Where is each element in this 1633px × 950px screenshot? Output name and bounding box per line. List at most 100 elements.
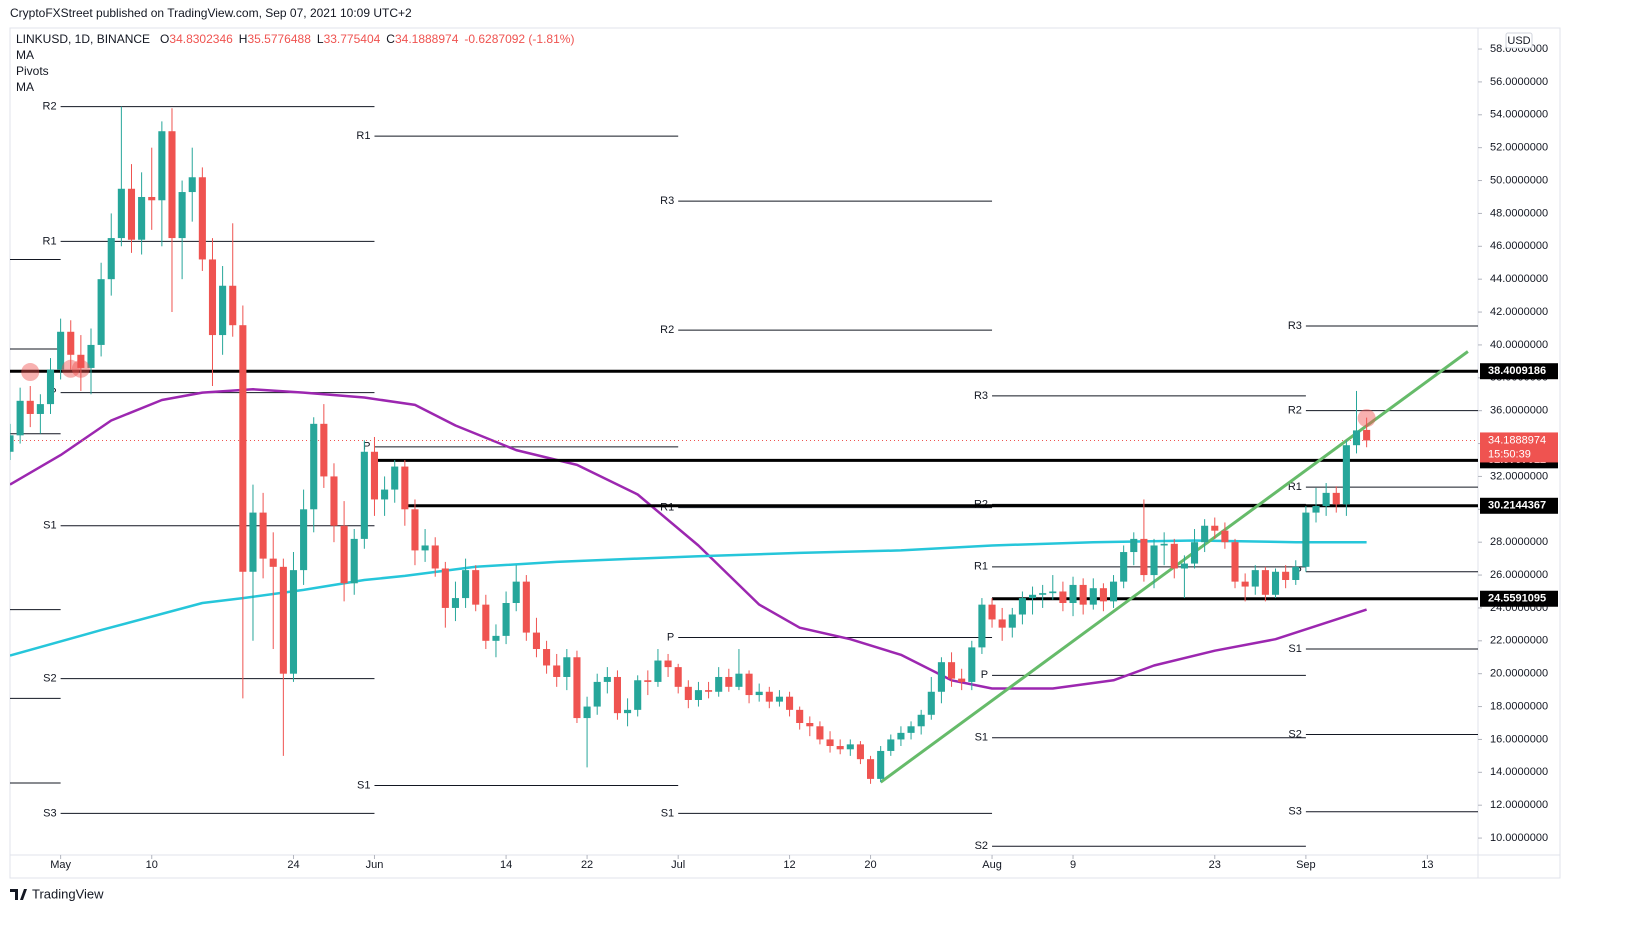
candle-body	[239, 325, 247, 572]
candle-body	[988, 604, 996, 620]
candle-body	[1150, 545, 1158, 576]
candle-body	[1363, 429, 1371, 441]
y-tick-label: 58.0000000	[1490, 43, 1548, 55]
candle-body	[1059, 591, 1067, 604]
candle-body	[1201, 525, 1209, 543]
candle-body	[26, 400, 34, 414]
x-tick-label: 14	[500, 859, 512, 871]
footer: TradingView	[32, 886, 104, 901]
candle-body	[391, 466, 399, 490]
candle-body	[1211, 525, 1219, 531]
candle-body	[927, 691, 935, 715]
pivot-label: R1	[974, 561, 988, 573]
candle-body	[826, 739, 834, 747]
candle-body	[97, 279, 105, 345]
candle-body	[46, 369, 55, 405]
level-box	[1480, 590, 1558, 607]
candle-body	[1322, 492, 1330, 507]
candle-body	[745, 673, 753, 696]
x-tick-label: Jun	[366, 859, 384, 871]
legend-title: LINKUSD, 1D, BINANCE O34.8302346 H35.57764…	[16, 32, 574, 46]
candle-body	[219, 285, 227, 336]
x-tick-label: 20	[864, 859, 876, 871]
candle-body	[1109, 581, 1118, 602]
quote-value: 34.8302346	[169, 32, 233, 46]
candle-body	[310, 423, 318, 510]
candle-body	[462, 570, 470, 599]
candle-body	[775, 696, 783, 702]
candle-body	[138, 196, 146, 240]
candle-body	[998, 619, 1006, 628]
y-tick-label: 32.0000000	[1490, 470, 1548, 482]
pivot-label: S3	[43, 807, 56, 819]
candle-body	[168, 131, 176, 239]
logo	[10, 889, 27, 900]
candle-body	[765, 691, 773, 702]
pivot-label: S1	[975, 732, 988, 744]
moving-average	[10, 539, 1367, 657]
x-tick-label: Jul	[671, 859, 685, 871]
candle-body	[57, 331, 65, 370]
x-tick-label: 23	[1209, 859, 1221, 871]
pivot-label: S2	[975, 840, 988, 852]
y-tick-label: 20.0000000	[1490, 668, 1548, 680]
y-tick-label: 14.0000000	[1490, 766, 1548, 778]
quote-value: 34.1888974	[395, 32, 459, 46]
pivot-label: R1	[1288, 481, 1302, 493]
pivot-label: R1	[356, 130, 370, 142]
pivot-label: S1	[1288, 643, 1301, 655]
candle-body	[553, 665, 561, 677]
candle-body	[381, 489, 389, 500]
quote-value: 35.5776488	[247, 32, 311, 46]
candle-body	[786, 696, 794, 710]
candle-body	[978, 604, 986, 648]
candle-body	[1028, 594, 1037, 599]
candle-body	[1089, 588, 1097, 605]
candle-body	[522, 581, 530, 633]
candle-body	[178, 192, 186, 239]
candle-body	[77, 354, 85, 368]
pivot-label: S2	[1288, 728, 1301, 740]
candle-body	[867, 759, 875, 779]
candle-body	[87, 344, 95, 368]
pivot-label: R2	[43, 100, 57, 112]
candle-body	[937, 662, 945, 692]
pivot-label: R3	[660, 195, 674, 207]
candle-body	[320, 423, 328, 477]
highlight	[71, 359, 90, 378]
candle-body	[1190, 542, 1199, 564]
pivot-label: S1	[43, 520, 56, 532]
quote-prefix: H	[239, 32, 248, 46]
quote-prefix: O	[160, 32, 169, 46]
candle-body	[1292, 566, 1300, 580]
candle-body	[917, 714, 925, 727]
candle-body	[107, 238, 115, 280]
candle-body	[1241, 581, 1249, 587]
candle-body	[573, 657, 581, 719]
moving-average	[10, 388, 1367, 690]
x-tick-label: 12	[783, 859, 795, 871]
candle-body	[1130, 538, 1138, 553]
y-tick-label: 40.0000000	[1490, 339, 1548, 351]
y-tick-label: 50.0000000	[1490, 174, 1548, 186]
y-tick-label: 36.0000000	[1490, 405, 1548, 417]
currency-box	[1505, 32, 1533, 49]
y-tick-label: 54.0000000	[1490, 109, 1548, 121]
candle-body	[1170, 543, 1178, 569]
y-tick-label: 46.0000000	[1490, 240, 1548, 252]
candle-body	[593, 681, 601, 707]
candle-body	[958, 678, 966, 682]
price-box	[1480, 432, 1558, 463]
quote-prefix: L	[317, 32, 324, 46]
candle-body	[350, 538, 358, 584]
candle-body	[158, 131, 166, 201]
x-tick-label: 24	[287, 859, 299, 871]
x-tick-label: Aug	[982, 859, 1002, 871]
candle-body	[806, 723, 814, 727]
candle-body	[16, 400, 24, 436]
candle-body	[198, 177, 206, 260]
candle-body	[36, 404, 44, 414]
currency: USD	[1507, 35, 1530, 47]
